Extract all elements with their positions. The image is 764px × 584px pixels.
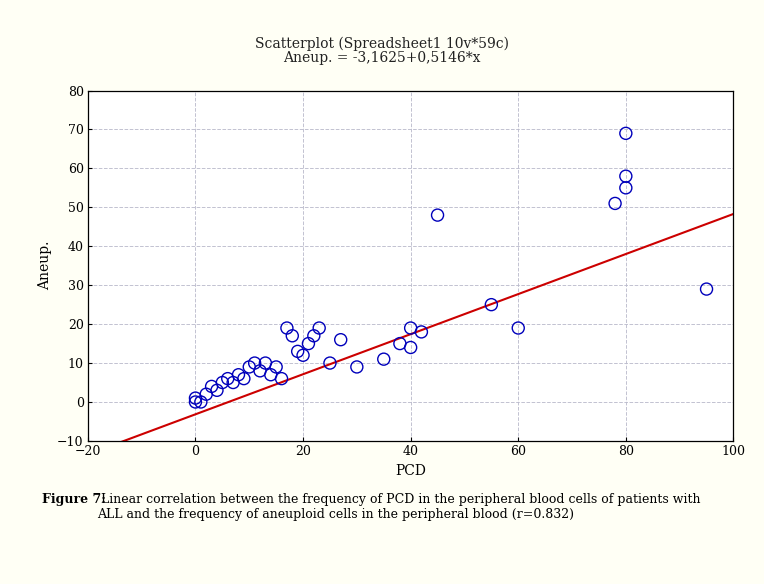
Point	[609, 199, 621, 208]
Point	[324, 359, 336, 368]
Point	[620, 172, 632, 181]
Text: Linear correlation between the frequency of PCD in the peripheral blood cells of: Linear correlation between the frequency…	[97, 493, 701, 522]
Point	[292, 347, 304, 356]
Point	[701, 284, 713, 294]
Point	[297, 350, 309, 360]
Point	[393, 339, 406, 348]
Text: Scatterplot (Spreadsheet1 10v*59c): Scatterplot (Spreadsheet1 10v*59c)	[255, 37, 509, 51]
Point	[377, 354, 390, 364]
Point	[432, 210, 444, 220]
Point	[416, 327, 428, 336]
Point	[206, 382, 218, 391]
Point	[259, 359, 271, 368]
Point	[216, 378, 228, 387]
Point	[254, 366, 266, 376]
Point	[243, 362, 255, 371]
Point	[195, 397, 207, 406]
Point	[211, 385, 223, 395]
Point	[232, 370, 244, 380]
Point	[620, 128, 632, 138]
Point	[485, 300, 497, 310]
Text: Figure 7:: Figure 7:	[42, 493, 106, 506]
Text: Aneup. = -3,1625+0,5146*x: Aneup. = -3,1625+0,5146*x	[283, 51, 481, 65]
Point	[308, 331, 320, 340]
Point	[405, 343, 417, 352]
Point	[275, 374, 287, 383]
Point	[335, 335, 347, 345]
Point	[248, 359, 261, 368]
X-axis label: PCD: PCD	[395, 464, 426, 478]
Point	[313, 324, 325, 333]
Point	[200, 390, 212, 399]
Point	[512, 324, 524, 333]
Point	[189, 397, 202, 406]
Y-axis label: Aneup.: Aneup.	[37, 241, 52, 290]
Point	[351, 362, 363, 371]
Point	[222, 374, 234, 383]
Point	[227, 378, 239, 387]
Point	[303, 339, 315, 348]
Point	[405, 324, 417, 333]
Point	[238, 374, 250, 383]
Point	[281, 324, 293, 333]
Point	[286, 331, 299, 340]
Point	[270, 362, 282, 371]
Point	[264, 370, 277, 380]
Point	[620, 183, 632, 193]
Point	[189, 394, 202, 403]
